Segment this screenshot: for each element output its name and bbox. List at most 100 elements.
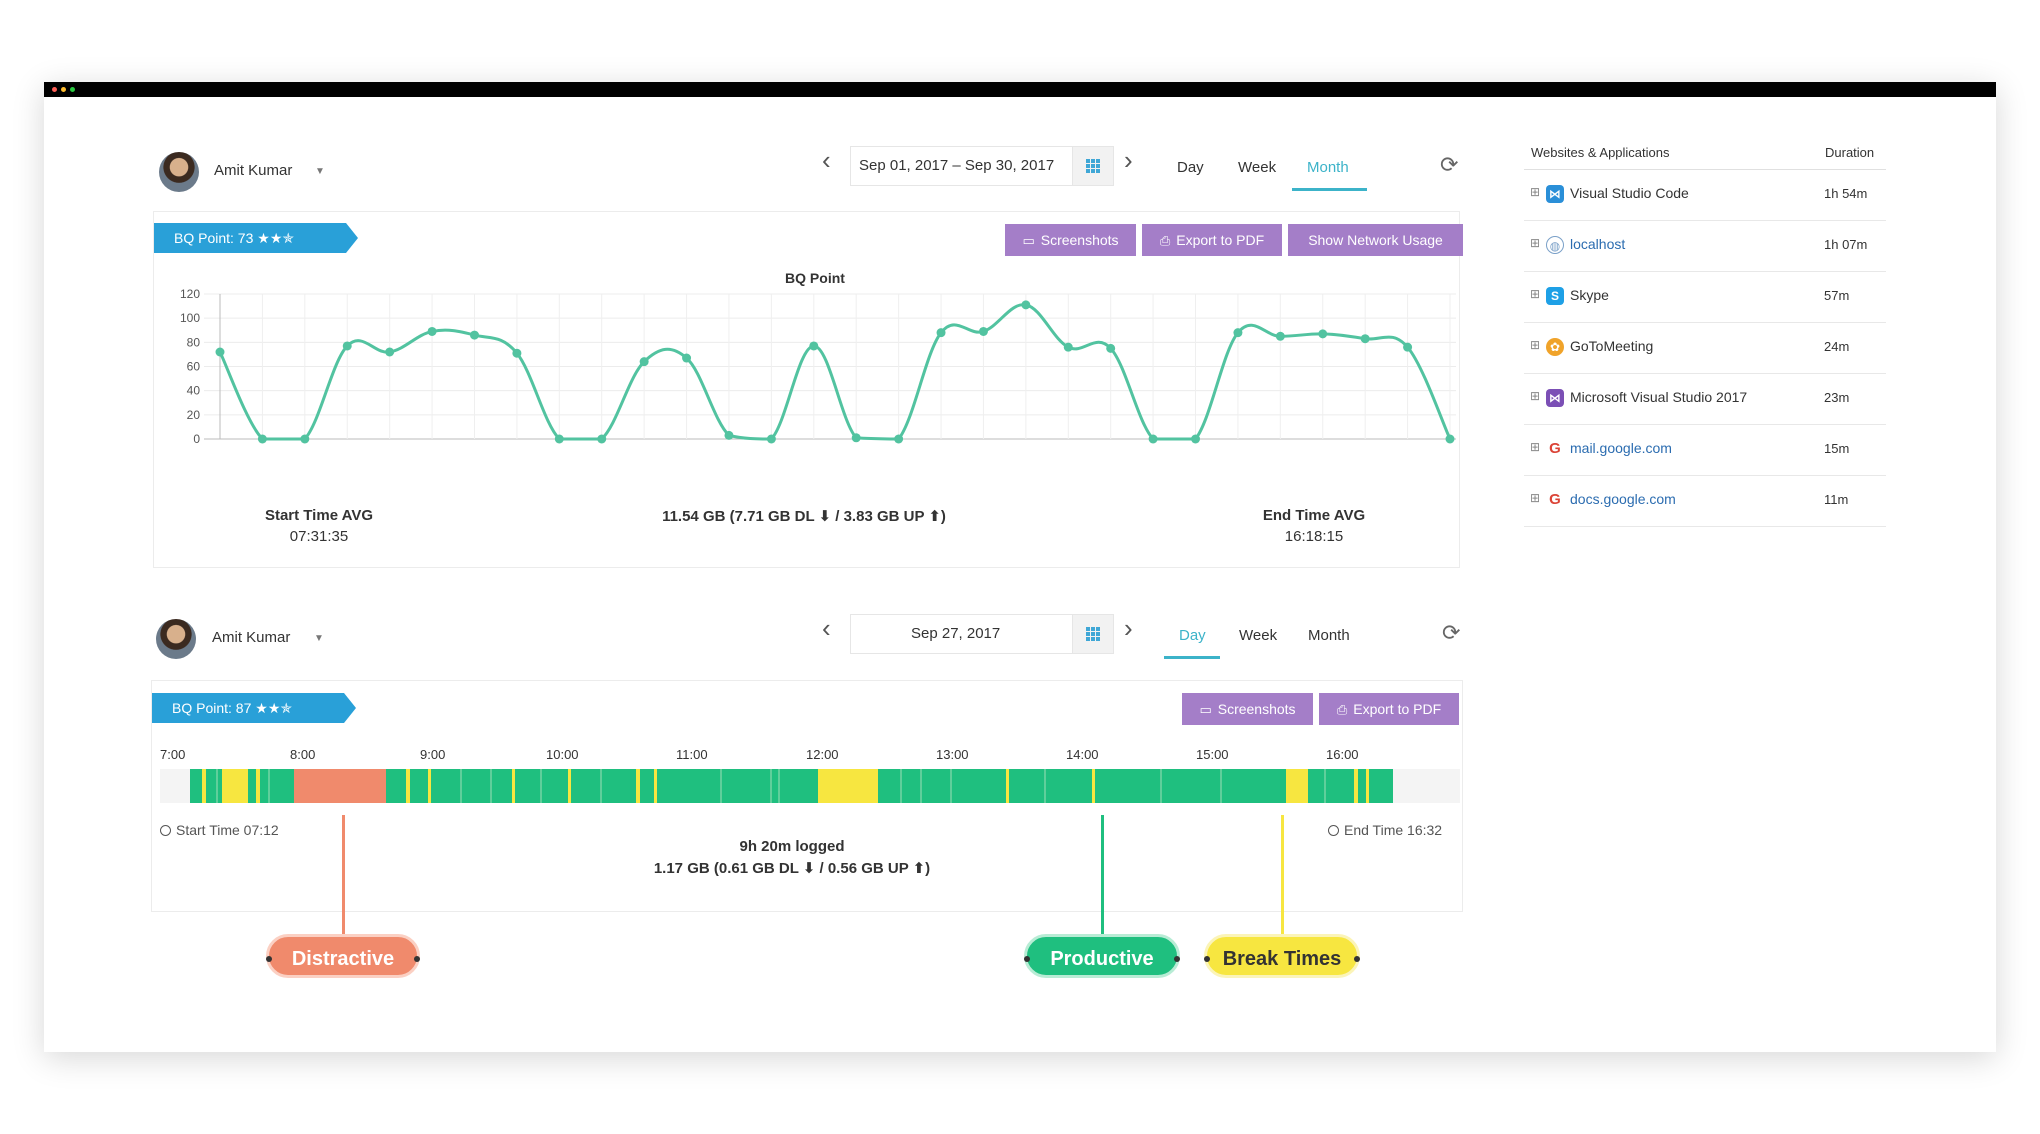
data-point[interactable] xyxy=(766,434,776,444)
data-point[interactable] xyxy=(427,326,437,336)
user-dropdown-caret-icon-day[interactable]: ▼ xyxy=(314,633,324,644)
data-point[interactable] xyxy=(1191,434,1201,444)
data-point[interactable] xyxy=(469,330,479,340)
tab-month-2[interactable]: Month xyxy=(1308,627,1350,644)
data-point[interactable] xyxy=(1360,334,1370,344)
data-point[interactable] xyxy=(597,434,607,444)
expand-icon[interactable]: ⊞ xyxy=(1530,389,1541,403)
app-row-mail-google[interactable]: ⊞ G mail.google.com 15m xyxy=(1524,425,1886,476)
expand-icon[interactable]: ⊞ xyxy=(1530,338,1541,352)
distractive-connector xyxy=(342,815,345,934)
globe-icon: ◍ xyxy=(1546,236,1564,254)
show-network-usage-button[interactable]: Show Network Usage xyxy=(1288,224,1463,256)
calendar-button-day[interactable] xyxy=(1072,615,1113,653)
app-row-gotomeeting[interactable]: ⊞ ✿ GoToMeeting 24m xyxy=(1524,323,1886,374)
data-point[interactable] xyxy=(682,353,692,363)
data-point[interactable] xyxy=(1318,329,1328,339)
data-point[interactable] xyxy=(978,326,988,336)
data-point[interactable] xyxy=(1403,342,1413,352)
tab-day[interactable]: Day xyxy=(1177,159,1204,176)
calendar-button[interactable] xyxy=(1072,147,1113,185)
expand-icon[interactable]: ⊞ xyxy=(1530,236,1541,250)
data-point[interactable] xyxy=(512,348,522,358)
data-point[interactable] xyxy=(809,341,819,351)
app-row-visual-studio-code[interactable]: ⊞ ⋈ Visual Studio Code 1h 54m xyxy=(1524,170,1886,221)
app-row-visual-studio-2017[interactable]: ⊞ ⋈ Microsoft Visual Studio 2017 23m xyxy=(1524,374,1886,425)
break-segment xyxy=(1354,769,1358,803)
data-point[interactable] xyxy=(936,328,946,338)
close-window-dot[interactable] xyxy=(52,87,57,92)
app-row-localhost[interactable]: ⊞ ◍ localhost 1h 07m xyxy=(1524,221,1886,272)
app-name[interactable]: docs.google.com xyxy=(1570,491,1676,507)
data-point[interactable] xyxy=(639,357,649,367)
monitor-icon: ▭ xyxy=(1199,702,1212,717)
data-point[interactable] xyxy=(851,433,861,443)
refresh-icon[interactable]: ⟳ xyxy=(1440,152,1459,177)
network-usage-day: 1.17 GB (0.61 GB DL ⬇ / 0.56 GB UP ⬆) xyxy=(653,860,931,877)
maximize-window-dot[interactable] xyxy=(70,87,75,92)
minimize-window-dot[interactable] xyxy=(61,87,66,92)
start-time: Start Time 07:12 xyxy=(160,822,279,838)
app-row-docs-google[interactable]: ⊞ G docs.google.com 11m xyxy=(1524,476,1886,527)
productive-connector xyxy=(1101,815,1104,934)
google-icon: G xyxy=(1546,491,1564,509)
next-day-arrow-icon[interactable]: › xyxy=(1124,613,1133,643)
data-point[interactable] xyxy=(1106,343,1116,353)
data-point[interactable] xyxy=(1148,434,1158,444)
bq-point-badge-day: BQ Point: 87 ★★✯ xyxy=(152,693,356,723)
y-tick-label: 0 xyxy=(193,432,200,446)
data-point[interactable] xyxy=(1275,331,1285,341)
app-name[interactable]: localhost xyxy=(1570,236,1626,252)
data-point[interactable] xyxy=(1063,342,1073,352)
duration-column-header[interactable]: Duration xyxy=(1825,145,1875,160)
user-dropdown-caret-icon[interactable]: ▼ xyxy=(315,166,325,177)
data-point[interactable] xyxy=(1233,328,1243,338)
export-pdf-button[interactable]: ⎙ Export to PDF xyxy=(1142,224,1282,256)
break-segment xyxy=(636,769,640,803)
data-point[interactable] xyxy=(257,434,267,444)
activity-timeline-bar[interactable] xyxy=(160,769,1460,803)
dashboard-content: Amit Kumar ▼ ‹ Sep 01, 2017 – Sep 30, 20… xyxy=(44,97,1996,1052)
hour-label: 14:00 xyxy=(1066,747,1099,762)
apps-column-header[interactable]: Websites & Applications xyxy=(1531,145,1670,160)
expand-icon[interactable]: ⊞ xyxy=(1530,491,1541,505)
prev-period-arrow-icon[interactable]: ‹ xyxy=(822,145,831,175)
bq-point-badge: BQ Point: 73 ★★✯ xyxy=(154,223,358,253)
screenshots-button-day[interactable]: ▭ Screenshots xyxy=(1182,693,1313,725)
start-time-text: Start Time 07:12 xyxy=(176,822,279,838)
app-duration: 11m xyxy=(1824,492,1849,507)
data-point[interactable] xyxy=(300,434,310,444)
y-tick-label: 100 xyxy=(180,311,200,325)
date-range-picker[interactable]: Sep 01, 2017 – Sep 30, 2017 xyxy=(850,146,1114,186)
data-point[interactable] xyxy=(1445,434,1455,444)
tab-week-2[interactable]: Week xyxy=(1239,627,1278,644)
title-bar xyxy=(44,82,1996,97)
user-name[interactable]: Amit Kumar xyxy=(214,162,293,179)
app-row-skype[interactable]: ⊞ S Skype 57m xyxy=(1524,272,1886,323)
date-picker-day[interactable]: Sep 27, 2017 xyxy=(850,614,1114,654)
prev-day-arrow-icon[interactable]: ‹ xyxy=(822,613,831,643)
screenshots-button[interactable]: ▭ Screenshots xyxy=(1005,224,1136,256)
tab-month[interactable]: Month xyxy=(1307,159,1349,176)
data-point[interactable] xyxy=(724,430,734,440)
expand-icon[interactable]: ⊞ xyxy=(1530,185,1541,199)
expand-icon[interactable]: ⊞ xyxy=(1530,287,1541,301)
next-period-arrow-icon[interactable]: › xyxy=(1124,145,1133,175)
data-point[interactable] xyxy=(385,347,395,357)
data-point[interactable] xyxy=(342,341,352,351)
end-time: End Time 16:32 xyxy=(1328,822,1442,838)
refresh-icon-day[interactable]: ⟳ xyxy=(1442,620,1461,645)
tab-week[interactable]: Week xyxy=(1238,159,1277,176)
export-pdf-button-day[interactable]: ⎙ Export to PDF xyxy=(1319,693,1459,725)
tab-day-2[interactable]: Day xyxy=(1179,627,1206,644)
y-tick-label: 80 xyxy=(187,335,201,349)
data-point[interactable] xyxy=(554,434,564,444)
break-segment xyxy=(1092,769,1095,803)
app-duration: 15m xyxy=(1824,441,1850,456)
data-point[interactable] xyxy=(215,347,225,357)
app-name[interactable]: mail.google.com xyxy=(1570,440,1672,456)
data-point[interactable] xyxy=(1021,300,1031,310)
data-point[interactable] xyxy=(894,434,904,444)
user-name-day[interactable]: Amit Kumar xyxy=(212,629,291,646)
expand-icon[interactable]: ⊞ xyxy=(1530,440,1541,454)
